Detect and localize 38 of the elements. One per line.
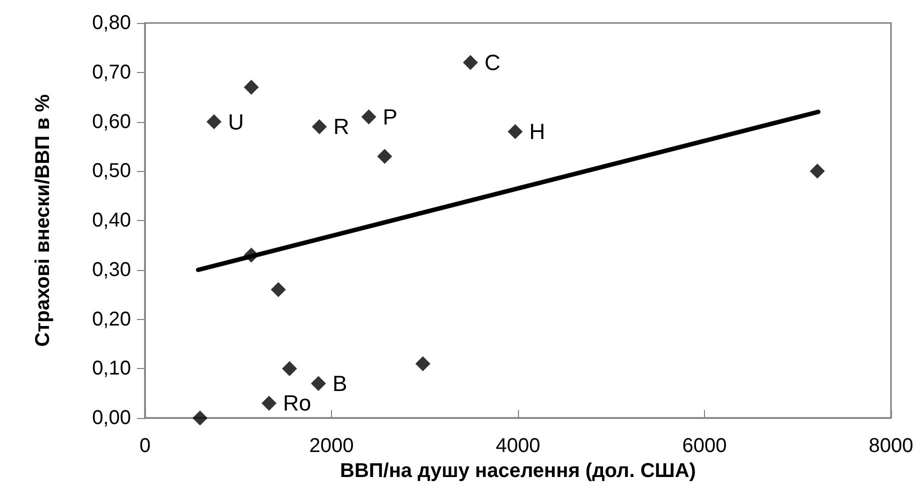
- y-tick-label: 0,70: [92, 61, 131, 84]
- y-tick-label: 0,30: [92, 258, 131, 281]
- point: [312, 119, 327, 134]
- annotation: U: [228, 109, 244, 134]
- x-axis-title: ВВП/на душу населення (дол. США): [340, 460, 696, 482]
- point: [361, 109, 376, 124]
- point: [310, 376, 326, 391]
- point: [810, 164, 825, 179]
- y-tick-label: 0,20: [92, 308, 131, 330]
- y-tick-label: 0,80: [92, 12, 131, 34]
- y-axis-title: Страхові внески/ВВП в %: [32, 94, 54, 347]
- point: [415, 356, 430, 372]
- x-tick-label: 4000: [496, 435, 540, 457]
- point: [206, 114, 222, 130]
- point: [462, 55, 478, 70]
- x-tick-label: 8000: [868, 435, 914, 457]
- y-tick-label: 0,50: [92, 160, 131, 182]
- point: [270, 282, 286, 298]
- point: [192, 410, 208, 426]
- x-tick-label: 6000: [682, 435, 727, 457]
- y-tick-label: 0,40: [92, 210, 131, 232]
- annotation: P: [382, 104, 398, 130]
- annotation: Ro: [283, 390, 312, 416]
- x-tick-label: 2000: [309, 435, 354, 457]
- y-tick-label: 0,10: [92, 358, 131, 380]
- point: [262, 396, 277, 411]
- y-tick-label: 0,00: [92, 407, 131, 429]
- annotation: B: [332, 370, 348, 396]
- point: [282, 361, 298, 376]
- point: [244, 80, 259, 95]
- y-tick-label: 0,60: [92, 110, 131, 133]
- point: [508, 124, 523, 140]
- annotation: R: [333, 114, 350, 140]
- point: [377, 148, 392, 164]
- x-tick-label: 0: [139, 435, 151, 457]
- point: [244, 248, 259, 263]
- annotation: H: [529, 119, 546, 144]
- annotation: C: [484, 50, 500, 75]
